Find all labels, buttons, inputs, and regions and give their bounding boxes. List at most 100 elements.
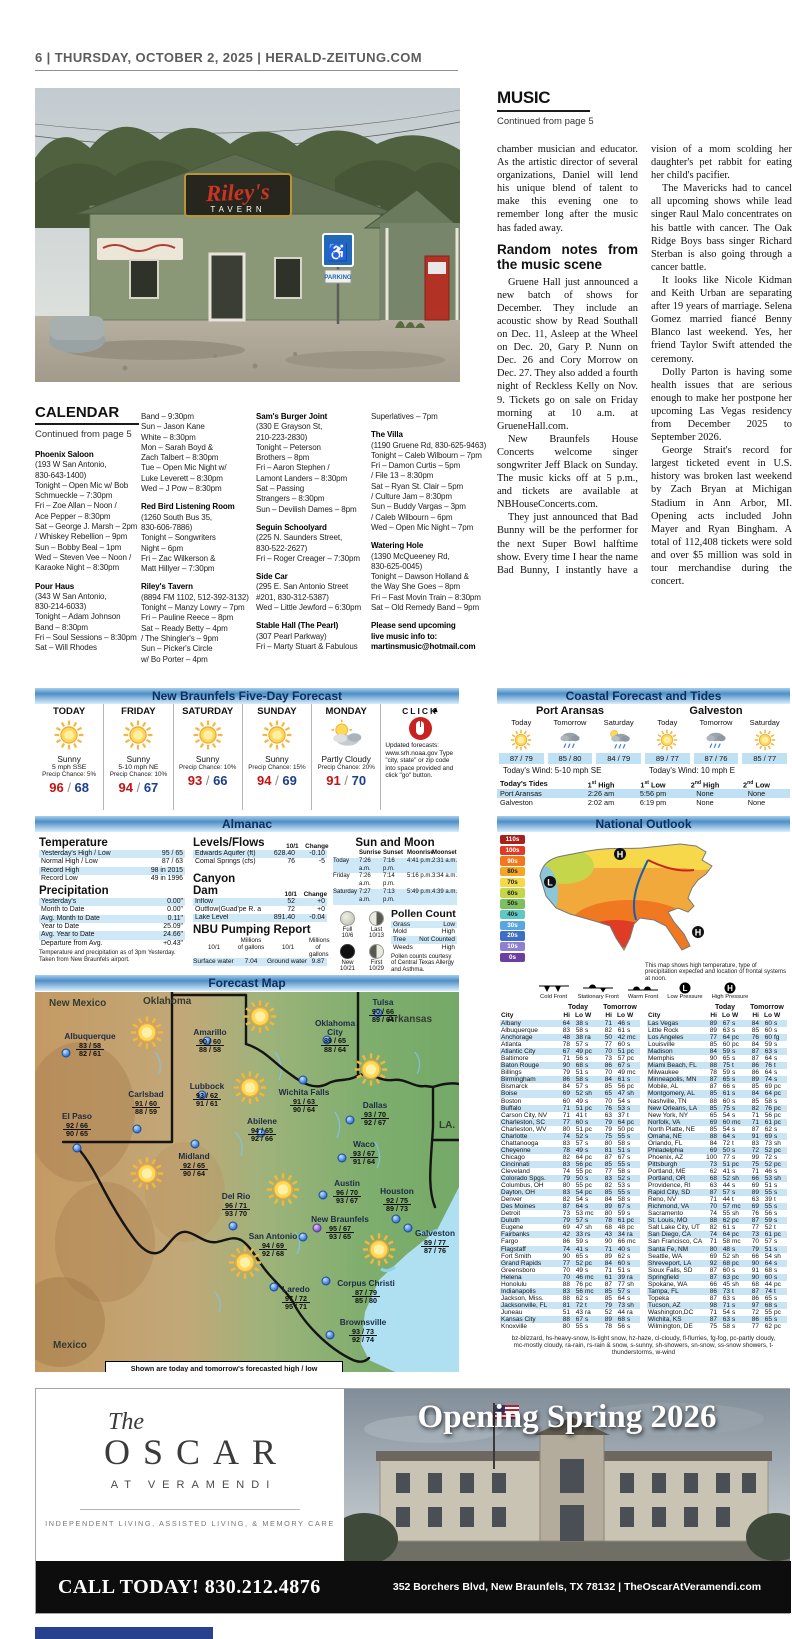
city-forecast-cell: 65 (722, 1076, 730, 1084)
calendar-line: Sun – Devilish Dames – 8pm (256, 504, 357, 514)
city-forecast-cell: 72 (751, 1308, 759, 1316)
city-forecast-row: Chicago 82 64 pc 87 67 s (500, 1154, 640, 1161)
forecast-precip-chance: Precip Chance: 10% (109, 771, 168, 778)
city-forecast-cell: 63 (722, 1294, 730, 1302)
city-forecast-cell: Tucson, AZ (648, 1301, 681, 1309)
city-table-header-cell: W (585, 1012, 592, 1019)
city-marker (256, 1128, 266, 1138)
city-forecast-cell: Cleveland (501, 1167, 530, 1175)
city-forecast-cell: 63 (722, 1273, 730, 1281)
city-forecast-row: Shreveport, LA 92 68 pc 90 64 s (647, 1259, 787, 1267)
calendar-venue-name: Pour Haus (35, 581, 75, 591)
city-forecast-cell: t (585, 1111, 587, 1119)
city-forecast-cell: 44 (722, 1182, 730, 1190)
city-forecast-cell: s (585, 1252, 589, 1260)
city-forecast-cell: 62 (722, 1217, 730, 1225)
tavern-sign-script: Riley's (204, 179, 270, 206)
city-table-header-cell: City (648, 1012, 661, 1019)
city-forecast-cell: s (732, 1083, 736, 1091)
nbu-value-cell: Surface water (193, 958, 234, 966)
map-city-today-temp: 92 / 75 (386, 1195, 408, 1205)
city-forecast-cell: s (627, 1259, 631, 1267)
city-forecast-cell: 86 (751, 1294, 759, 1302)
city-marker (345, 1115, 355, 1125)
sun-moon-header-cell: Moonrise (407, 850, 434, 856)
sunny-icon (243, 1000, 277, 1033)
front-legend-item: Cold Front (538, 983, 569, 1000)
coastal-day-icon (643, 728, 692, 752)
levels-row: Comal Springs (cfs) 76 -5 (193, 858, 327, 866)
levels-col2: Change (305, 843, 329, 850)
city-table-header-cell: W (627, 1012, 634, 1019)
city-forecast-cell: pc (774, 1118, 781, 1126)
city-forecast-cell: fg (774, 1034, 780, 1042)
city-forecast-cell: 86 (604, 1062, 612, 1070)
city-forecast-cell: 64 (764, 1090, 772, 1098)
stat-cell: Outflow(Guad'pe R. at Sattler) (195, 905, 261, 913)
nbu-value-cell: Ground water (267, 958, 307, 966)
calendar-line: Tonight – Dawson Holland & (371, 572, 469, 582)
map-city-tomorrow-temp: 91 / 61 (193, 1099, 221, 1108)
city-forecast-cell: 87 (562, 1203, 570, 1211)
city-forecast-row: Portland, ME 62 41 s 71 46 s (647, 1168, 787, 1175)
city-forecast-cell: 55 (617, 1132, 625, 1140)
map-city-name: Lubbock (189, 1081, 225, 1091)
city-forecast-cell: 100 (706, 1153, 717, 1161)
tavern-photo-illustration: Riley's TAVERN ♿ PARKING (34, 88, 462, 382)
city-forecast-cell: s (585, 1217, 589, 1225)
city-forecast-cell: 84 (751, 1020, 759, 1027)
city-forecast-cell: s (774, 1245, 778, 1253)
city-forecast-cell: Spokane, WA (648, 1280, 688, 1288)
city-forecast-cell: 87 (751, 1048, 759, 1056)
map-city-name: Corpus Christi (337, 1278, 395, 1288)
calendar-line: (1390 McQueeney Rd, (371, 551, 450, 561)
ad-building-illustration (344, 1389, 790, 1561)
calendar-section: CALENDAR Continued from page 5 Phoenix S… (35, 404, 492, 674)
map-sun-icon (128, 1014, 166, 1057)
city-forecast-cell: pc (774, 1146, 781, 1154)
city-forecast-cell: Little Rock (648, 1027, 679, 1035)
city-forecast-cell: 41 (575, 1111, 583, 1119)
sun-moon-cell: 2:31 a.m. (432, 857, 458, 864)
city-forecast-cell: s (732, 1301, 736, 1309)
map-city-temps: 90 / 66 89 / 64 (369, 1007, 397, 1025)
forecast-map-section: Forecast Map (35, 975, 459, 1372)
city-forecast-cell: Baton Rouge (501, 1062, 539, 1070)
nbu-header-cell: 10/1 (207, 944, 221, 952)
city-forecast-cell: 70 (751, 1238, 759, 1246)
city-forecast-row: New Orleans, LA 85 75 s 82 76 pc (647, 1104, 787, 1112)
music-paragraph: New Braunfels House Concerts welcome sin… (497, 433, 638, 511)
city-forecast-cell: 99 (751, 1153, 759, 1161)
calendar-line: Wed – Steven Vee – Noon / (35, 552, 132, 562)
city-forecast-cell: pc (585, 1048, 592, 1056)
pollen-row: Mold High (391, 928, 457, 936)
city-forecast-row: Columbus, OH 80 55 pc 82 53 s (500, 1182, 640, 1189)
city-forecast-cell: ra (585, 1308, 591, 1316)
city-forecast-cell: 69 (764, 1083, 772, 1091)
calendar-line: Sun – Picker's Circle (141, 644, 213, 654)
city-forecast-cell: 60 (764, 1034, 772, 1042)
map-city-today-temp: 92 / 65 (183, 1160, 205, 1170)
map-city-tomorrow-temp: 93 / 70 (222, 1209, 250, 1218)
stat-label: Yesterday's High / Low (41, 850, 111, 857)
calendar-line: Tue – Open Mic Night w/ (141, 463, 227, 473)
national-title-bar: National Outlook (497, 816, 790, 832)
city-forecast-cell: Albany (501, 1020, 521, 1027)
low-temp: 68 (74, 780, 90, 795)
pollen-row: Tree Not Counted (391, 936, 457, 944)
city-forecast-cell: 84 (709, 1139, 717, 1147)
city-forecast-cell: Albuquerque (501, 1027, 538, 1035)
stat-cell: Edwards Aquifer (ft) (195, 850, 256, 857)
city-forecast-cell: 51 (575, 1104, 583, 1112)
city-marker (312, 1223, 322, 1233)
city-forecast-cell: 43 (575, 1308, 583, 1316)
city-forecast-cell: 92 (709, 1259, 717, 1267)
map-city-tomorrow-temp: 92 / 67 (361, 1118, 389, 1127)
city-forecast-cell: s (585, 1069, 589, 1077)
city-forecast-cell: 86 (709, 1287, 717, 1295)
tides-cell: 6:19 pm (639, 798, 667, 808)
city-forecast-cell: 76 (751, 1210, 759, 1218)
city-forecast-cell: 57 (617, 1055, 625, 1063)
city-forecast-cell: San Francisco, CA (648, 1238, 703, 1246)
city-marker (190, 1139, 200, 1149)
